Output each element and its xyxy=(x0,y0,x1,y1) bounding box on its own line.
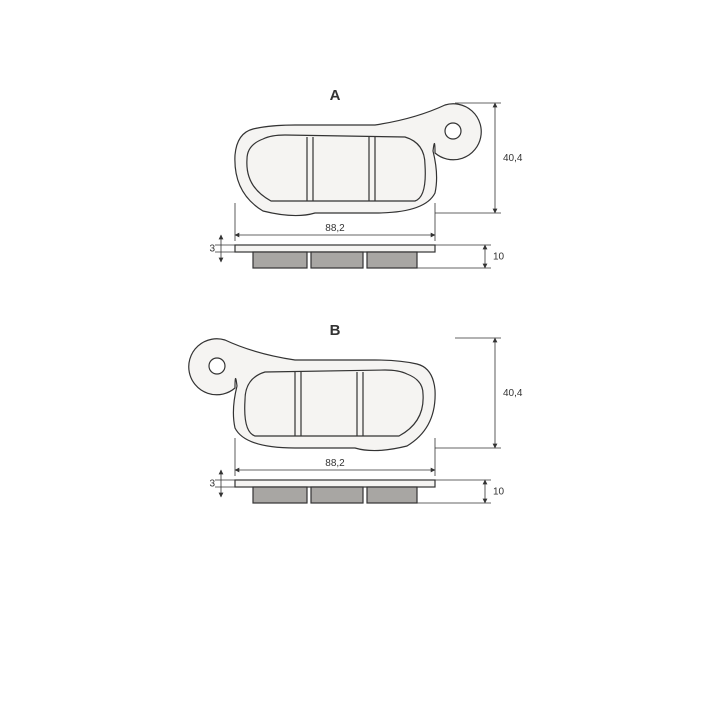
svg-text:B: B xyxy=(330,322,341,339)
svg-text:A: A xyxy=(330,87,341,104)
svg-text:10: 10 xyxy=(493,487,505,498)
svg-text:3: 3 xyxy=(209,244,215,255)
svg-text:40,4: 40,4 xyxy=(503,153,523,164)
svg-text:10: 10 xyxy=(493,252,505,263)
drawing-svg: A 40,4 88,2 3 10 B 40,4 88,2 3 10 xyxy=(0,0,724,724)
svg-text:88,2: 88,2 xyxy=(325,223,345,234)
svg-text:88,2: 88,2 xyxy=(325,458,345,469)
svg-text:3: 3 xyxy=(209,479,215,490)
technical-drawing: A 40,4 88,2 3 10 B 40,4 88,2 3 10 xyxy=(0,0,724,724)
svg-text:40,4: 40,4 xyxy=(503,388,523,399)
